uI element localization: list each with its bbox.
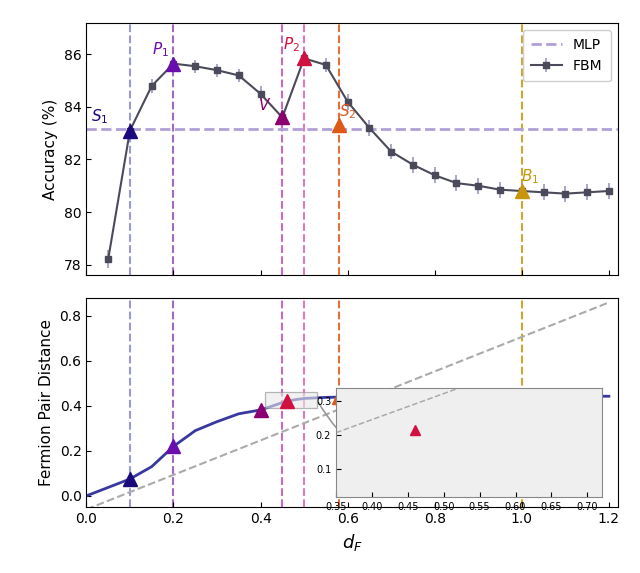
Text: $B_{1}$: $B_{1}$ [522, 167, 540, 186]
Text: $P_{2}$: $P_{2}$ [283, 35, 300, 54]
Y-axis label: Fermion Pair Distance: Fermion Pair Distance [39, 319, 54, 486]
Text: $V$: $V$ [259, 97, 271, 113]
Text: $P_{1}$: $P_{1}$ [152, 40, 169, 59]
Text: $S_{1}$: $S_{1}$ [91, 107, 108, 126]
Legend: MLP, FBM: MLP, FBM [523, 30, 611, 81]
X-axis label: $d_F$: $d_F$ [342, 532, 362, 552]
Text: $S_{2}$: $S_{2}$ [339, 102, 356, 121]
Bar [265, 393, 317, 408]
Y-axis label: Accuracy (%): Accuracy (%) [44, 99, 58, 199]
